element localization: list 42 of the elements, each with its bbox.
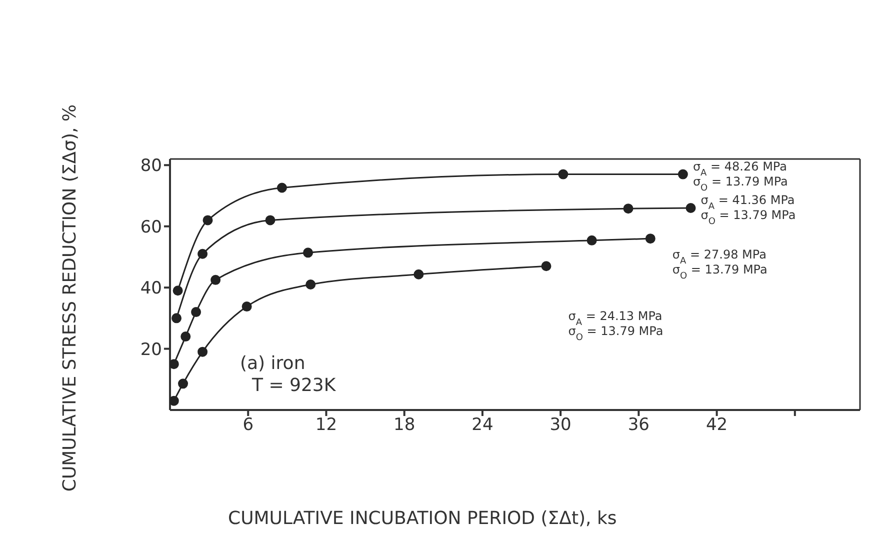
x-tick-label: 42	[706, 415, 728, 436]
y-axis-title: CUMULATIVE STRESS REDUCTION (ΣΔσ), %	[60, 104, 80, 492]
point	[306, 280, 316, 290]
point	[686, 202, 696, 213]
text: σ$_{A}$ = 24.13 MPa σ$_{O}$ = 13.79 MPa	[568, 309, 664, 344]
x-tick-label: 6	[242, 415, 254, 436]
point	[172, 286, 183, 296]
point	[191, 307, 202, 318]
y-tick-label: 60	[140, 217, 162, 238]
point	[170, 359, 179, 370]
x-tick-label: 18	[394, 415, 416, 436]
y-tick-label: 40	[140, 278, 162, 299]
y-tick-label: 20	[140, 340, 162, 360]
point	[276, 182, 287, 193]
point	[541, 261, 552, 272]
annotation: (a) iron	[240, 353, 306, 374]
point	[198, 248, 208, 259]
point	[210, 274, 221, 285]
point	[242, 302, 252, 312]
point	[180, 332, 191, 342]
point	[645, 234, 656, 244]
point	[678, 169, 688, 180]
series-label: σ$_{A}$ = 41.36 MPa σ$_{O}$ = 13.79 MPa	[700, 192, 796, 227]
x-tick-label: 24	[472, 415, 494, 436]
x-tick-label: 30	[550, 415, 572, 436]
point	[265, 215, 276, 226]
point	[586, 235, 597, 246]
series-label: σ$_{A}$ = 27.98 MPa σ$_{O}$ = 13.79 MPa	[672, 248, 768, 282]
x-axis-title: CUMULATIVE INCUBATION PERIOD (ΣΔt), ks	[228, 508, 617, 529]
x-tick-label: 12	[315, 415, 338, 436]
x-tick-label: 36	[628, 415, 650, 436]
point	[172, 313, 182, 324]
point	[303, 248, 313, 258]
point	[623, 204, 634, 214]
point	[558, 169, 568, 180]
point	[178, 378, 188, 389]
y-tick-label: 80	[140, 156, 162, 176]
point	[202, 215, 213, 226]
point	[414, 269, 424, 280]
annotation: T = 923K	[252, 375, 336, 396]
point	[170, 396, 179, 406]
point	[198, 346, 208, 357]
